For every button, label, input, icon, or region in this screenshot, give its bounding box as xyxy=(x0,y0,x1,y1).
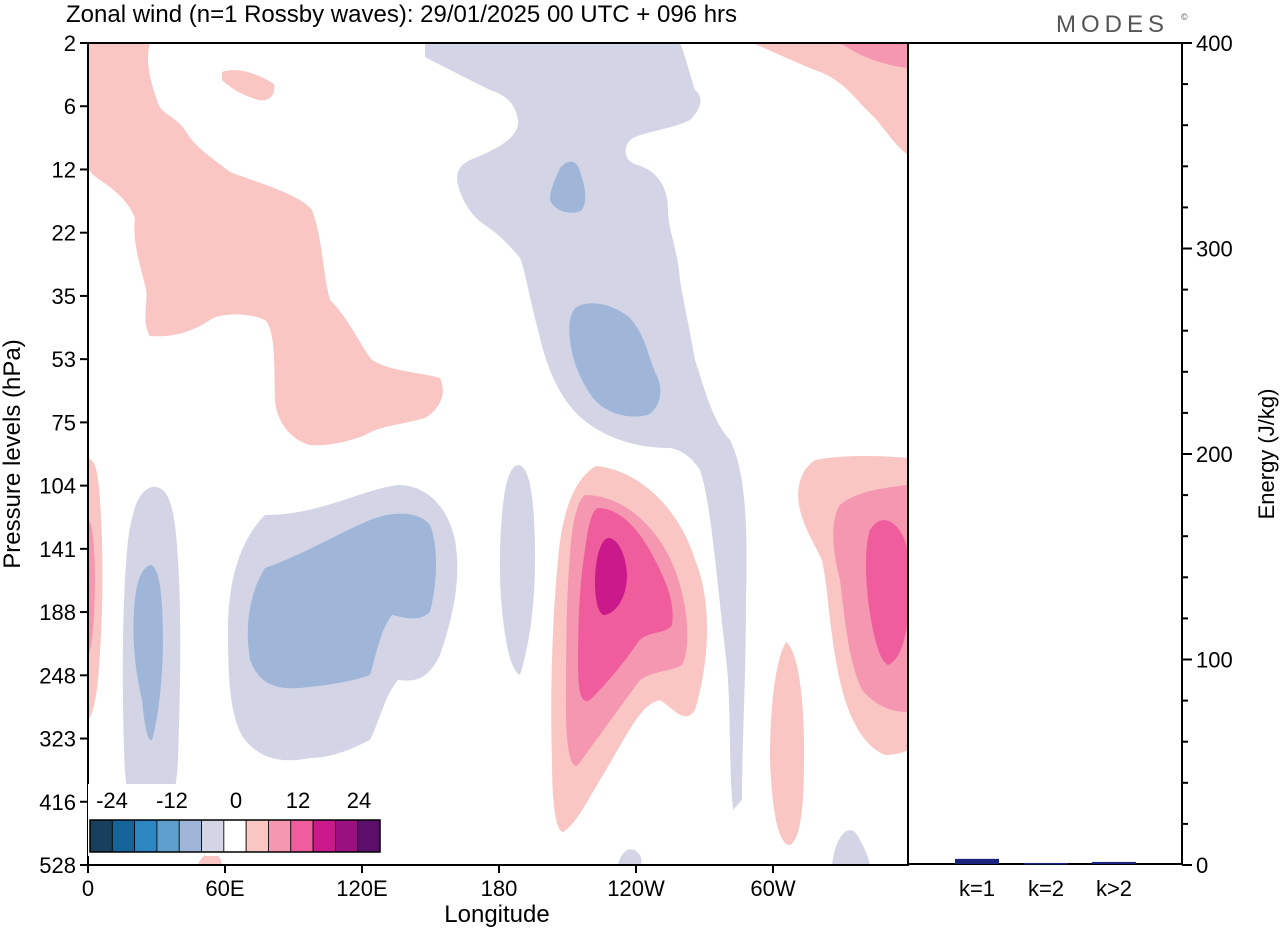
contour-pos-upper-small xyxy=(222,70,275,101)
colorbar-swatch xyxy=(156,819,180,853)
energy-tick-label: 100 xyxy=(1196,648,1233,673)
contour-pos-upper-east xyxy=(752,43,908,155)
energy-category-label: k>2 xyxy=(1096,876,1132,901)
contour-pos-bottom-1 xyxy=(198,853,222,865)
colorbar-tick-label: 0 xyxy=(230,788,242,813)
pressure-axis: 2 6 12 22 35 53 75 104 141 188 248 323 416 528 xyxy=(39,31,88,878)
pressure-tick-label: 12 xyxy=(52,157,76,182)
energy-axis: 0 100 200 300 400 xyxy=(1182,31,1233,878)
colorbar-swatch xyxy=(245,819,269,853)
pressure-tick-label: 22 xyxy=(52,221,76,246)
pressure-tick-label: 188 xyxy=(39,600,76,625)
colorbar-tick-label: 12 xyxy=(286,788,310,813)
contour-neg-bottom-2 xyxy=(832,830,870,865)
pressure-tick-label: 416 xyxy=(39,790,76,815)
contour-pos-lower-east-9 xyxy=(865,520,908,665)
pressure-tick-label: 104 xyxy=(39,474,76,499)
energy-bar-chart: 0 100 200 300 400 k=1 k=2 k>2 Energy (J/kg) xyxy=(908,31,1279,901)
energy-bar xyxy=(1024,862,1068,865)
colorbar-swatch xyxy=(111,819,136,853)
contour-pos-upper-west xyxy=(88,43,443,446)
pressure-tick-label: 35 xyxy=(52,284,76,309)
longitude-tick-label: 180 xyxy=(481,876,518,901)
colorbar-swatch xyxy=(223,819,247,853)
colorbar-tick-label: -12 xyxy=(156,788,188,813)
pressure-tick-label: 75 xyxy=(52,410,76,435)
contour-plot: 2 6 12 22 35 53 75 104 141 188 248 323 416 528 0 60E 12… xyxy=(0,31,909,928)
colorbar-swatch xyxy=(268,819,292,853)
colorbar-swatch xyxy=(89,819,113,853)
contour-pos-left-edge xyxy=(88,458,103,720)
contour-neg-lower-narrow xyxy=(499,465,535,675)
contour-neg-upper-core-2 xyxy=(569,303,661,417)
longitude-tick-label: 120W xyxy=(607,876,665,901)
energy-category-label: k=2 xyxy=(1028,876,1064,901)
colorbar-swatch xyxy=(290,819,314,853)
brand-name: MODES xyxy=(1056,11,1169,38)
contour-pos-lower-east-small xyxy=(770,642,805,845)
pressure-tick-label: 323 xyxy=(39,727,76,752)
colorbar-swatch xyxy=(134,819,158,853)
longitude-tick-label: 0 xyxy=(82,876,94,901)
colorbar-swatch xyxy=(357,819,381,853)
longitude-tick-label: 60E xyxy=(205,876,244,901)
energy-category-label: k=1 xyxy=(959,876,995,901)
energy-tick-label: 0 xyxy=(1196,853,1208,878)
energy-bar xyxy=(955,858,999,864)
energy-bar xyxy=(1092,861,1136,864)
x-axis-label: Longitude xyxy=(444,901,549,928)
energy-bars: k=1 k=2 k>2 xyxy=(955,858,1136,901)
contour-pos-upper-east-inner xyxy=(840,43,908,68)
colorbar-swatch xyxy=(334,819,359,853)
colorbar-swatch xyxy=(201,819,225,853)
colorbar-swatch xyxy=(312,819,336,853)
energy-tick-label: 400 xyxy=(1196,31,1233,56)
colorbar-tick-label: -24 xyxy=(96,788,128,813)
contour-neg-upper-core-1 xyxy=(550,161,586,213)
longitude-tick-label: 60W xyxy=(750,876,795,901)
contour-neg-bottom-1 xyxy=(618,849,642,865)
colorbar-swatch xyxy=(178,819,202,853)
brand-logo: MODES © xyxy=(1056,11,1188,38)
colorbar-legend: -24 -12 0 12 24 xyxy=(88,784,382,856)
contour-neg-lower-mid-core xyxy=(247,513,436,689)
energy-tick-label: 200 xyxy=(1196,442,1233,467)
y-axis-label: Pressure levels (hPa) xyxy=(0,339,26,568)
colorbar-frame xyxy=(89,819,381,853)
longitude-axis: 0 60E 120E 180 120W 60W xyxy=(82,865,796,901)
pressure-tick-label: 2 xyxy=(64,31,76,56)
pressure-tick-label: 141 xyxy=(39,537,76,562)
brand-mark: © xyxy=(1181,12,1188,22)
energy-axis-label: Energy (J/kg) xyxy=(1254,389,1279,520)
contour-neg-upper-central xyxy=(425,43,747,810)
contour-pos-left-edge-inner xyxy=(88,520,95,655)
pressure-tick-label: 528 xyxy=(39,853,76,878)
longitude-tick-label: 120E xyxy=(336,876,387,901)
pressure-tick-label: 6 xyxy=(64,94,76,119)
contour-neg-lower-west-core xyxy=(133,565,163,741)
pressure-tick-label: 248 xyxy=(39,663,76,688)
colorbar-tick-label: 24 xyxy=(347,788,371,813)
pressure-tick-label: 53 xyxy=(52,347,76,372)
contour-pos-lower-central-12 xyxy=(595,538,627,615)
chart-title: Zonal wind (n=1 Rossby waves): 29/01/202… xyxy=(66,1,737,28)
energy-tick-label: 300 xyxy=(1196,237,1233,262)
